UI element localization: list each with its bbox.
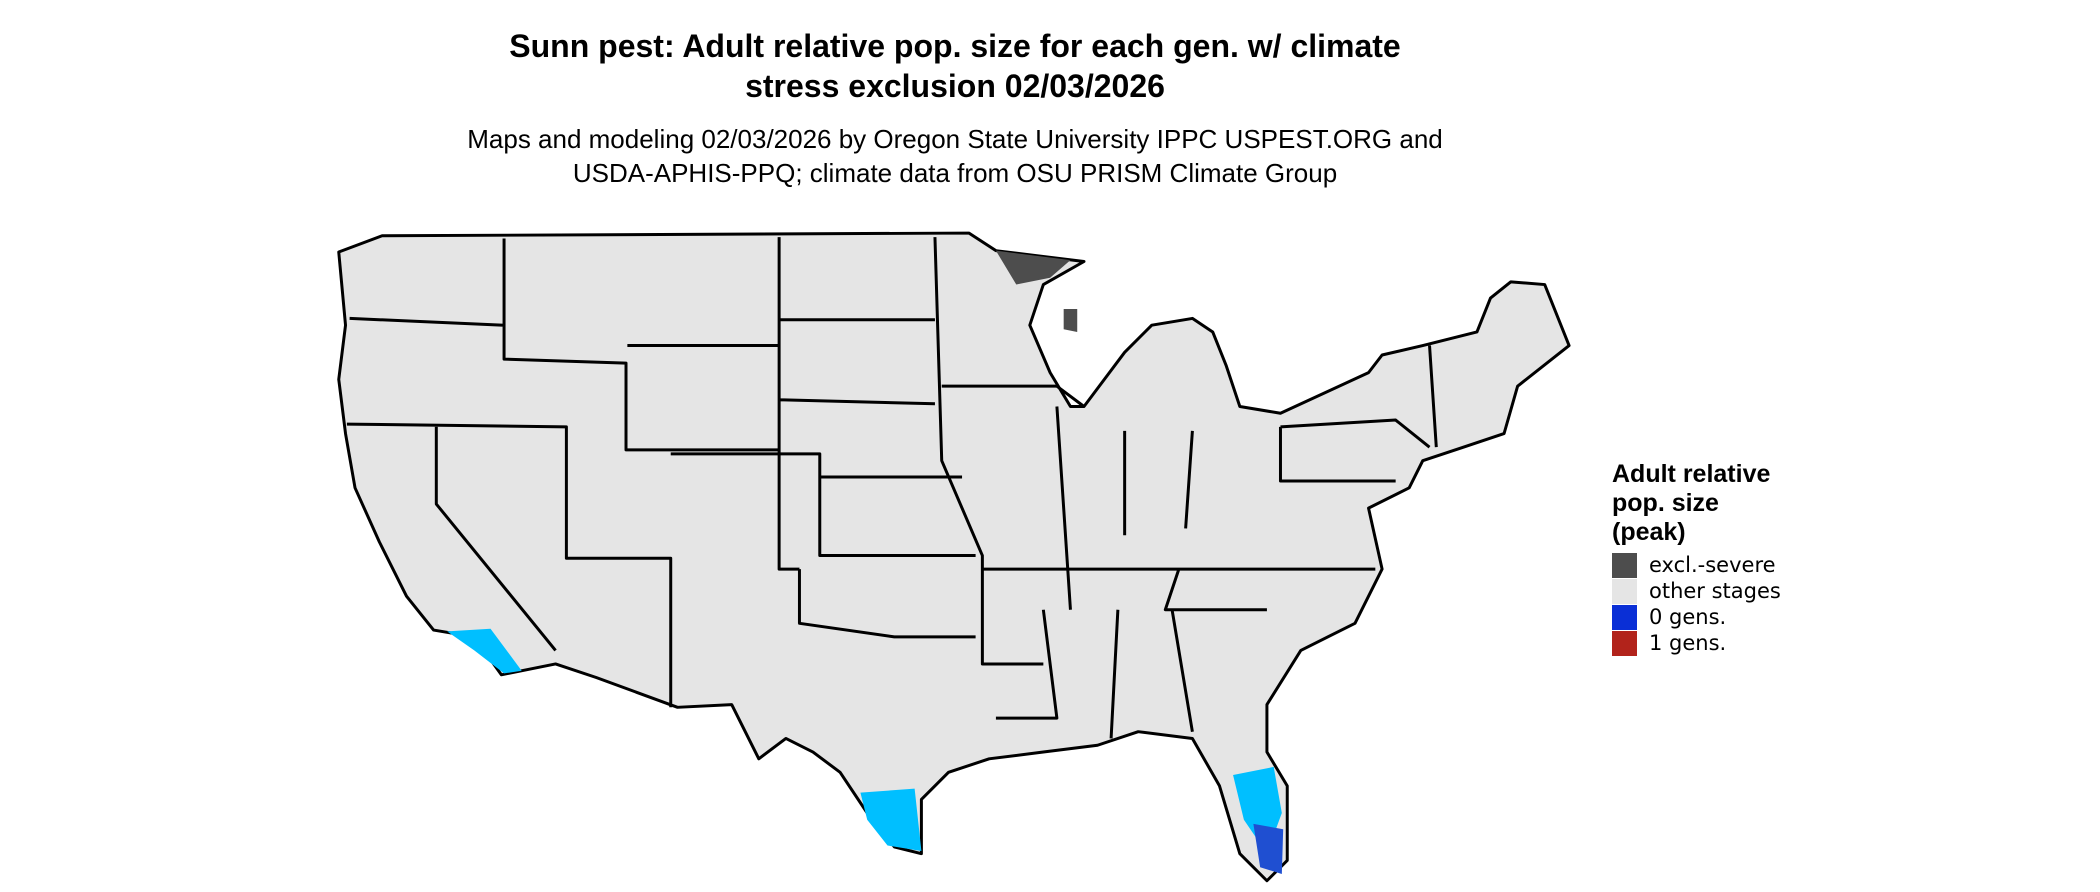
us-map [337, 231, 1571, 883]
legend-label: other stages [1649, 579, 1781, 603]
legend-label: 1 gens. [1649, 631, 1726, 655]
legend-label: excl.-severe [1649, 553, 1776, 577]
legend-title: Adult relative [1612, 460, 1770, 488]
other-stages-area [447, 628, 1282, 854]
legend: Adult relative pop. size (peak) excl.-se… [1612, 460, 1781, 656]
title: stress exclusion 02/03/2026 [745, 68, 1165, 104]
subtitle: USDA-APHIS-PPQ; climate data from OSU PR… [573, 158, 1337, 188]
legend-swatch [1612, 553, 1637, 578]
legend-title: pop. size [1612, 489, 1719, 517]
legend-label: 0 gens. [1649, 605, 1726, 629]
legend-title: (peak) [1612, 518, 1686, 546]
legend-swatch [1612, 605, 1637, 630]
title: Sunn pest: Adult relative pop. size for … [509, 28, 1400, 64]
legend-swatch [1612, 631, 1637, 656]
excl-severe-area [995, 250, 1078, 332]
legend-swatch [1612, 579, 1637, 604]
zero-gens-area [1253, 823, 1284, 874]
subtitle: Maps and modeling 02/03/2026 by Oregon S… [467, 124, 1443, 154]
state-borders [346, 237, 1438, 739]
